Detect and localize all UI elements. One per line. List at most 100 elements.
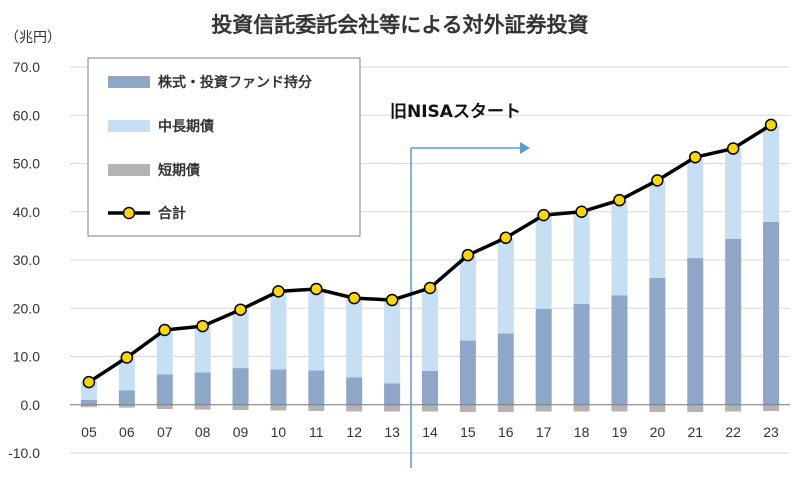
bar-short-term-bond bbox=[270, 404, 287, 411]
y-tick-label: 40.0 bbox=[13, 204, 40, 220]
y-axis-unit-label: （兆円） bbox=[5, 30, 61, 46]
bar-short-term-bond bbox=[573, 404, 590, 412]
legend-swatch bbox=[108, 164, 150, 176]
bar-long-term-bond bbox=[232, 309, 249, 369]
bar-short-term-bond bbox=[611, 404, 628, 412]
legend-equity: 株式・投資ファンド持分 bbox=[158, 74, 312, 91]
x-tick-label: 14 bbox=[422, 424, 438, 440]
y-tick-label: -10.0 bbox=[8, 445, 40, 461]
bar-equity bbox=[611, 295, 628, 405]
x-tick-label: 15 bbox=[460, 424, 476, 440]
bar-long-term-bond bbox=[118, 357, 135, 391]
x-tick-label: 05 bbox=[81, 424, 97, 440]
bar-equity bbox=[194, 372, 211, 405]
bar-short-term-bond bbox=[80, 404, 97, 408]
x-tick-label: 09 bbox=[233, 424, 249, 440]
x-tick-label: 08 bbox=[195, 424, 211, 440]
bar-equity bbox=[535, 308, 552, 405]
bar-long-term-bond bbox=[497, 237, 514, 334]
x-tick-label: 20 bbox=[650, 424, 666, 440]
x-tick-label: 11 bbox=[309, 424, 324, 440]
nisa-annotation: 旧NISAスタート bbox=[390, 102, 530, 468]
total-point bbox=[234, 303, 247, 316]
chart-title: 投資信託委託会社等による対外証券投資 bbox=[211, 13, 588, 37]
x-tick-label: 21 bbox=[687, 424, 703, 440]
bar-long-term-bond bbox=[156, 328, 173, 375]
bar-short-term-bond bbox=[649, 404, 666, 412]
bar-equity bbox=[687, 258, 704, 405]
bar-long-term-bond bbox=[270, 291, 287, 370]
bar-equity bbox=[763, 221, 780, 405]
legend-long-term-bond: 中長期債 bbox=[158, 118, 214, 135]
bar-short-term-bond bbox=[118, 404, 135, 408]
total-point bbox=[726, 142, 740, 155]
total-point bbox=[158, 323, 171, 337]
x-tick-label: 18 bbox=[574, 424, 590, 440]
bar-long-term-bond bbox=[346, 298, 363, 378]
bar-equity bbox=[422, 370, 438, 405]
bar-short-term-bond bbox=[497, 404, 514, 412]
bar-short-term-bond bbox=[687, 404, 704, 412]
bar-equity bbox=[573, 303, 590, 405]
annotation-label: 旧NISAスタート bbox=[390, 102, 521, 122]
bar-equity bbox=[80, 399, 97, 405]
y-tick-label: 60.0 bbox=[13, 107, 40, 123]
total-point bbox=[499, 231, 513, 245]
bar-long-term-bond bbox=[687, 158, 704, 259]
legend-total: 合計 bbox=[158, 205, 186, 222]
bar-equity bbox=[118, 390, 135, 405]
y-tick-label: 0.0 bbox=[21, 397, 41, 413]
total-point bbox=[272, 285, 285, 298]
total-point bbox=[613, 193, 626, 207]
total-point bbox=[689, 150, 702, 164]
annotation-arrow-head bbox=[520, 142, 530, 154]
bar-equity bbox=[459, 340, 476, 405]
bar-short-term-bond bbox=[232, 404, 249, 411]
bar-long-term-bond bbox=[194, 325, 211, 373]
bar-long-term-bond bbox=[535, 213, 552, 309]
bar-long-term-bond bbox=[649, 180, 666, 278]
bar-short-term-bond bbox=[156, 404, 173, 410]
x-tick-label: 22 bbox=[725, 424, 741, 440]
bar-short-term-bond bbox=[384, 404, 401, 412]
x-tick-label: 16 bbox=[498, 424, 514, 440]
bar-equity bbox=[384, 383, 401, 405]
bar-long-term-bond bbox=[384, 300, 401, 384]
y-tick-label: 50.0 bbox=[13, 156, 40, 172]
total-point bbox=[347, 291, 361, 305]
y-tick-label: 30.0 bbox=[13, 252, 40, 268]
total-point bbox=[764, 118, 778, 132]
x-tick-label: 23 bbox=[763, 424, 779, 440]
y-tick-label: 10.0 bbox=[13, 349, 40, 365]
total-point bbox=[461, 248, 475, 262]
bar-equity bbox=[156, 374, 173, 405]
total-point bbox=[82, 375, 96, 389]
bar-equity bbox=[649, 277, 666, 405]
bar-equity bbox=[497, 333, 514, 405]
total-point bbox=[385, 293, 399, 307]
bar-short-term-bond bbox=[346, 404, 363, 412]
bar-short-term-bond bbox=[459, 404, 476, 412]
legend-short-term-bond: 短期債 bbox=[158, 162, 200, 179]
total-line bbox=[82, 118, 778, 389]
x-tick-label: 06 bbox=[119, 424, 135, 440]
total-point bbox=[423, 281, 437, 295]
total-point bbox=[651, 174, 664, 187]
x-tick-label: 19 bbox=[612, 424, 628, 440]
bar-long-term-bond bbox=[573, 212, 590, 304]
total-point bbox=[120, 351, 134, 364]
total-point bbox=[575, 205, 588, 218]
x-tick-label: 10 bbox=[271, 424, 287, 440]
x-axis-ticks: 05 06 07 08 09 10 11 12 13 14 15 16 17 18 19 20 21 22 23 bbox=[81, 424, 779, 440]
bar-long-term-bond bbox=[725, 148, 742, 239]
x-tick-label: 13 bbox=[384, 424, 400, 440]
y-tick-label: 20.0 bbox=[13, 300, 40, 316]
bar-short-term-bond bbox=[763, 404, 780, 412]
y-tick-label: 70.0 bbox=[13, 59, 40, 75]
bar-short-term-bond bbox=[535, 404, 552, 412]
bar-equity bbox=[346, 377, 363, 405]
y-axis-ticks: 70.0 60.0 50.0 40.0 30.0 20.0 10.0 0.0 -10.0 bbox=[8, 59, 40, 461]
bar-equity bbox=[232, 368, 249, 405]
